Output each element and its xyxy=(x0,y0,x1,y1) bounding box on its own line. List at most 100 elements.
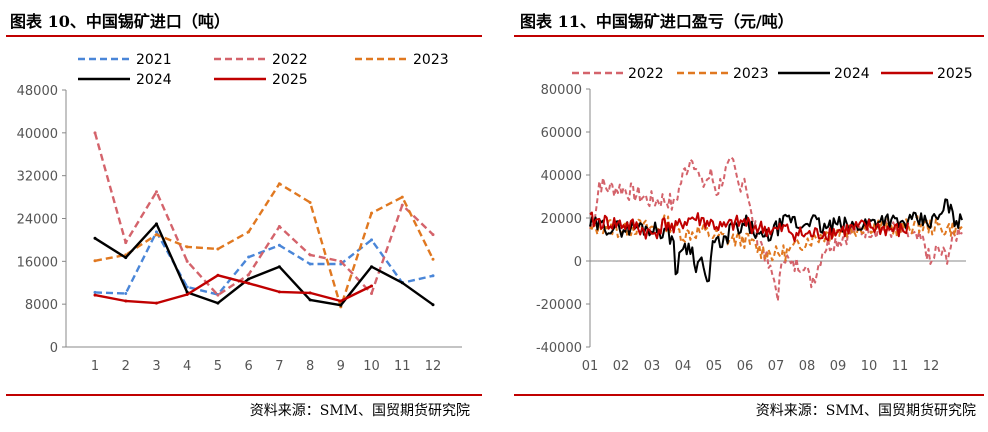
legend-label-2021: 2021 xyxy=(136,52,172,68)
data-point-2024 xyxy=(431,303,435,307)
data-point-2025 xyxy=(370,284,374,288)
series-line-2025 xyxy=(589,211,910,243)
data-point-2023 xyxy=(431,257,435,261)
data-point-2021 xyxy=(154,230,158,234)
x-tick-label: 09 xyxy=(830,359,847,374)
series-line-2024 xyxy=(94,222,434,307)
x-tick-label: 06 xyxy=(737,359,754,374)
data-point-2022 xyxy=(400,203,404,207)
x-tick-label: 12 xyxy=(923,359,940,374)
data-point-2024 xyxy=(216,301,220,305)
legend-label-2025: 2025 xyxy=(937,66,973,82)
y-tick-label: -40000 xyxy=(536,341,582,356)
data-point-2025 xyxy=(185,293,189,297)
y-tick-label: 80000 xyxy=(541,83,582,98)
data-point-2022 xyxy=(370,291,374,295)
y-tick-label: 16000 xyxy=(17,255,58,270)
data-point-2021 xyxy=(247,255,251,259)
x-tick-label: 7 xyxy=(275,359,283,374)
data-point-2024 xyxy=(308,298,312,302)
data-point-2025 xyxy=(216,273,220,277)
data-point-2021 xyxy=(431,274,435,278)
x-tick-label: 05 xyxy=(706,359,723,374)
data-point-2022 xyxy=(339,259,343,263)
left-source-rule xyxy=(6,394,482,396)
x-tick-label: 10 xyxy=(861,359,878,374)
y-tick-label: 0 xyxy=(50,341,58,356)
x-tick-label: 10 xyxy=(363,359,380,374)
left-source-note: 资料来源：SMM、国贸期货研究院 xyxy=(249,403,470,419)
right-title-rule xyxy=(514,35,984,37)
data-point-2023 xyxy=(308,200,312,204)
x-tick-label: 2 xyxy=(122,359,130,374)
x-tick-label: 4 xyxy=(183,359,191,374)
data-point-2023 xyxy=(370,211,374,215)
x-tick-label: 03 xyxy=(644,359,661,374)
legend-label-2024: 2024 xyxy=(834,66,870,82)
data-point-2021 xyxy=(308,262,312,266)
data-point-2025 xyxy=(93,293,97,297)
left-chart-title: 图表 10、中国锡矿进口（吨） xyxy=(10,12,230,31)
legend-label-2023: 2023 xyxy=(413,52,449,68)
data-point-2023 xyxy=(247,230,251,234)
x-tick-label: 12 xyxy=(425,359,442,374)
data-point-2022 xyxy=(124,241,128,245)
data-point-2024 xyxy=(339,303,343,307)
x-tick-label: 02 xyxy=(613,359,630,374)
y-tick-label: 24000 xyxy=(17,213,58,228)
data-point-2022 xyxy=(216,293,220,297)
y-tick-label: 40000 xyxy=(17,127,58,142)
data-point-2024 xyxy=(370,265,374,269)
legend-label-2024: 2024 xyxy=(136,72,172,88)
series-line-2025 xyxy=(94,274,373,305)
x-tick-label: 04 xyxy=(675,359,692,374)
x-tick-label: 3 xyxy=(152,359,160,374)
data-point-2025 xyxy=(339,299,343,303)
data-point-2023 xyxy=(185,245,189,249)
series-line-2023 xyxy=(94,182,435,308)
x-tick-label: 11 xyxy=(394,359,411,374)
data-point-2022 xyxy=(277,225,281,229)
data-point-2022 xyxy=(185,259,189,263)
data-point-2024 xyxy=(154,222,158,226)
data-point-2021 xyxy=(124,291,128,295)
data-point-2022 xyxy=(247,273,251,277)
legend-label-2023: 2023 xyxy=(733,66,769,82)
x-tick-label: 1 xyxy=(91,359,99,374)
data-point-2021 xyxy=(93,290,97,294)
data-point-2021 xyxy=(370,238,374,242)
data-point-2024 xyxy=(93,236,97,240)
data-point-2022 xyxy=(308,253,312,257)
y-tick-label: 32000 xyxy=(17,170,58,185)
series-line-2021 xyxy=(94,230,434,296)
data-point-2023 xyxy=(216,247,220,251)
data-point-2025 xyxy=(277,290,281,294)
x-tick-label: 08 xyxy=(799,359,816,374)
legend-label-2022: 2022 xyxy=(272,52,308,68)
series-line-2022 xyxy=(589,156,963,302)
data-point-2023 xyxy=(400,195,404,199)
y-tick-label: -20000 xyxy=(536,298,582,313)
data-point-2023 xyxy=(277,182,281,186)
data-point-2022 xyxy=(93,131,97,135)
series-line-2022 xyxy=(93,132,434,297)
data-point-2022 xyxy=(154,190,158,194)
y-tick-label: 60000 xyxy=(541,126,582,141)
data-point-2021 xyxy=(277,243,281,247)
right-source-rule xyxy=(514,394,984,396)
right-chart-title: 图表 11、中国锡矿进口盈亏（元/吨） xyxy=(520,12,794,31)
y-tick-label: 0 xyxy=(574,255,582,270)
x-tick-label: 01 xyxy=(582,359,599,374)
legend-label-2022: 2022 xyxy=(628,66,664,82)
right-source-note: 资料来源：SMM、国贸期货研究院 xyxy=(755,403,976,419)
series-line-2024 xyxy=(589,198,963,283)
data-point-2025 xyxy=(124,299,128,303)
data-point-2023 xyxy=(154,233,158,237)
x-tick-label: 8 xyxy=(306,359,314,374)
y-tick-label: 40000 xyxy=(541,169,582,184)
data-point-2022 xyxy=(431,233,435,237)
data-point-2024 xyxy=(400,281,404,285)
left-title-rule xyxy=(6,35,482,37)
x-tick-label: 07 xyxy=(768,359,785,374)
data-point-2024 xyxy=(247,277,251,281)
